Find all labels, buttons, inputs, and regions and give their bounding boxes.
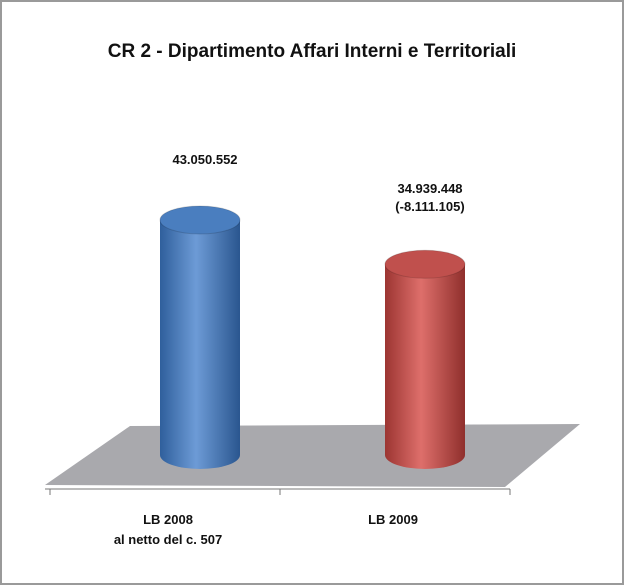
bar bbox=[385, 264, 465, 469]
bar-top bbox=[384, 249, 466, 279]
bar bbox=[160, 220, 240, 469]
x-tick-label: LB 2008 al netto del c. 507 bbox=[113, 512, 223, 547]
annotation: (-8.111.105) bbox=[395, 199, 465, 215]
chart-title: CR 2 - Dipartimento Affari Interni e Ter… bbox=[107, 41, 517, 62]
value-label: 34.939.448 bbox=[397, 181, 463, 197]
floor bbox=[45, 424, 580, 487]
value-label: 43.050.552 bbox=[172, 152, 238, 167]
x-tick-label: LB 2009 bbox=[368, 512, 418, 527]
bar-top bbox=[159, 205, 241, 235]
